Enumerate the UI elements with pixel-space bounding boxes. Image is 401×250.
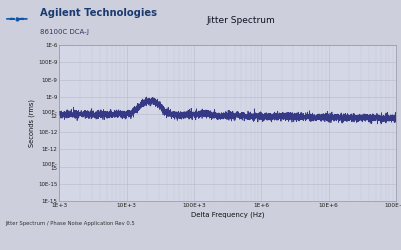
Text: Agilent Technologies: Agilent Technologies xyxy=(40,8,157,18)
Text: Jitter Spectrum / Phase Noise Application Rev 0.5: Jitter Spectrum / Phase Noise Applicatio… xyxy=(5,221,134,226)
Text: 86100C DCA-J: 86100C DCA-J xyxy=(40,30,89,36)
Y-axis label: Seconds (rms): Seconds (rms) xyxy=(29,99,35,147)
X-axis label: Delta Frequency (Hz): Delta Frequency (Hz) xyxy=(190,211,264,218)
Text: Jitter Spectrum: Jitter Spectrum xyxy=(206,16,275,25)
